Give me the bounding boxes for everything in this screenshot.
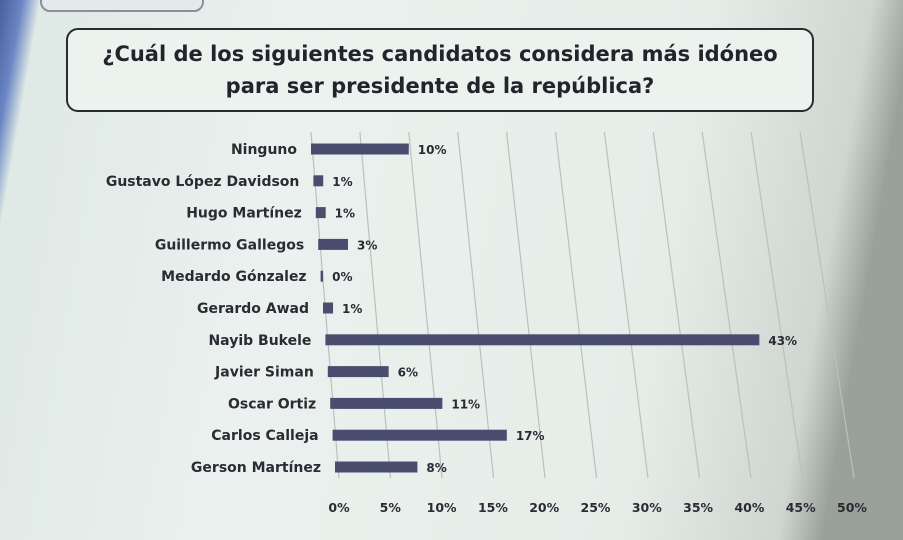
bar [335,461,418,473]
bar [327,366,389,378]
slide-top-tab [40,0,204,12]
category-label: Gustavo López Davidson [106,174,300,190]
data-label: 1% [335,207,355,221]
data-label: 11% [451,397,480,411]
category-label: Gerardo Awad [197,301,309,317]
category-label: Ninguno [231,142,297,158]
data-label: 10% [418,143,447,157]
category-label: Gerson Martínez [191,460,321,476]
gridline [603,131,649,479]
x-tick-label: 0% [328,500,350,515]
gridline [701,131,752,479]
x-tick-label: 45% [786,500,816,515]
question-title: ¿Cuál de los siguientes candidatos consi… [102,42,778,98]
data-label: 3% [357,238,377,252]
x-tick-label: 5% [380,500,402,515]
category-label: Guillermo Gallegos [155,237,304,253]
data-label: 1% [332,175,352,189]
bar [320,270,324,282]
x-tick-label: 20% [529,500,559,515]
x-tick-label: 35% [683,500,713,515]
data-label: 43% [768,334,797,348]
x-tick-label: 50% [837,500,867,515]
category-label: Carlos Calleja [211,428,318,444]
x-tick-label: 40% [734,500,764,515]
category-label: Nayib Bukele [208,333,311,349]
bar [332,429,507,441]
bar [325,334,760,346]
x-tick-label: 30% [632,500,662,515]
category-label: Medardo Gónzalez [161,269,306,285]
gridline [457,131,495,479]
bar [311,143,409,155]
bar [330,397,443,409]
category-label: Hugo Martínez [186,206,302,222]
x-tick-label: 15% [478,500,508,515]
bar [313,175,324,187]
gridline [359,131,392,479]
data-label: 8% [426,461,446,475]
data-label: 17% [516,429,545,443]
bar [323,302,334,314]
gridline [408,131,443,479]
category-label: Oscar Ortiz [228,396,316,412]
x-tick-label: 25% [581,500,611,515]
question-box: ¿Cuál de los siguientes candidatos consi… [66,28,814,112]
data-label: 1% [342,302,362,316]
gridline [652,131,701,479]
gridline [506,131,546,479]
gridline [750,131,804,479]
gridline [554,131,598,479]
bar [318,238,349,250]
x-tick-label: 10% [427,500,457,515]
category-label: Javier Siman [214,365,314,381]
bar [315,207,326,219]
data-label: 6% [398,366,418,380]
data-label: 0% [332,270,352,284]
gridline [799,131,855,479]
